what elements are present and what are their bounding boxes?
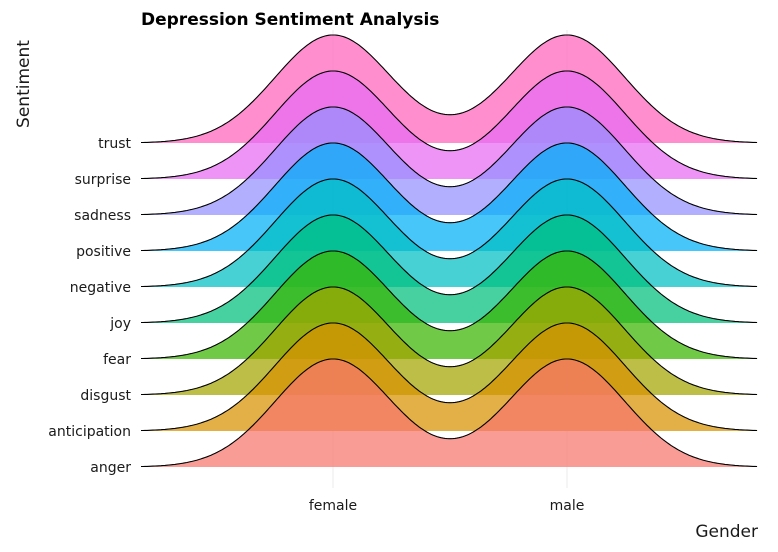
y-axis-title: Sentiment: [14, 40, 34, 128]
ridge-area-trust: [141, 35, 758, 143]
ridges: [141, 34, 758, 468]
ridge-line-trust: [141, 34, 758, 144]
ridge-line-disgust: [141, 286, 758, 396]
x-axis-tick-labels: female male: [309, 498, 585, 514]
y-tick-joy: joy: [109, 316, 131, 332]
y-tick-negative: negative: [70, 280, 131, 296]
chart-title: Depression Sentiment Analysis: [141, 10, 439, 30]
y-axis-tick-labels: trust surprise sadness positive negative joy f…: [48, 136, 131, 476]
x-tick-female: female: [309, 498, 357, 514]
ridge-line-negative: [141, 178, 758, 288]
x-axis-title: Gender: [695, 522, 758, 542]
y-tick-anger: anger: [90, 460, 131, 476]
ridge-line-fear: [141, 250, 758, 360]
y-tick-surprise: surprise: [75, 172, 131, 188]
ridge-area-anger: [141, 359, 758, 467]
ridge-line-surprise: [141, 70, 758, 180]
ridge-line-anger: [141, 358, 758, 468]
y-tick-anticipation: anticipation: [48, 424, 131, 440]
y-tick-disgust: disgust: [80, 388, 131, 404]
ridge-line-joy: [141, 214, 758, 324]
ridge-line-sadness: [141, 106, 758, 216]
y-tick-trust: trust: [98, 136, 131, 152]
x-tick-male: male: [550, 498, 585, 514]
y-tick-fear: fear: [103, 352, 131, 368]
y-tick-sadness: sadness: [74, 208, 131, 224]
ridge-line-anticipation: [141, 322, 758, 432]
ridge-line-positive: [141, 142, 758, 252]
y-tick-positive: positive: [76, 244, 131, 260]
